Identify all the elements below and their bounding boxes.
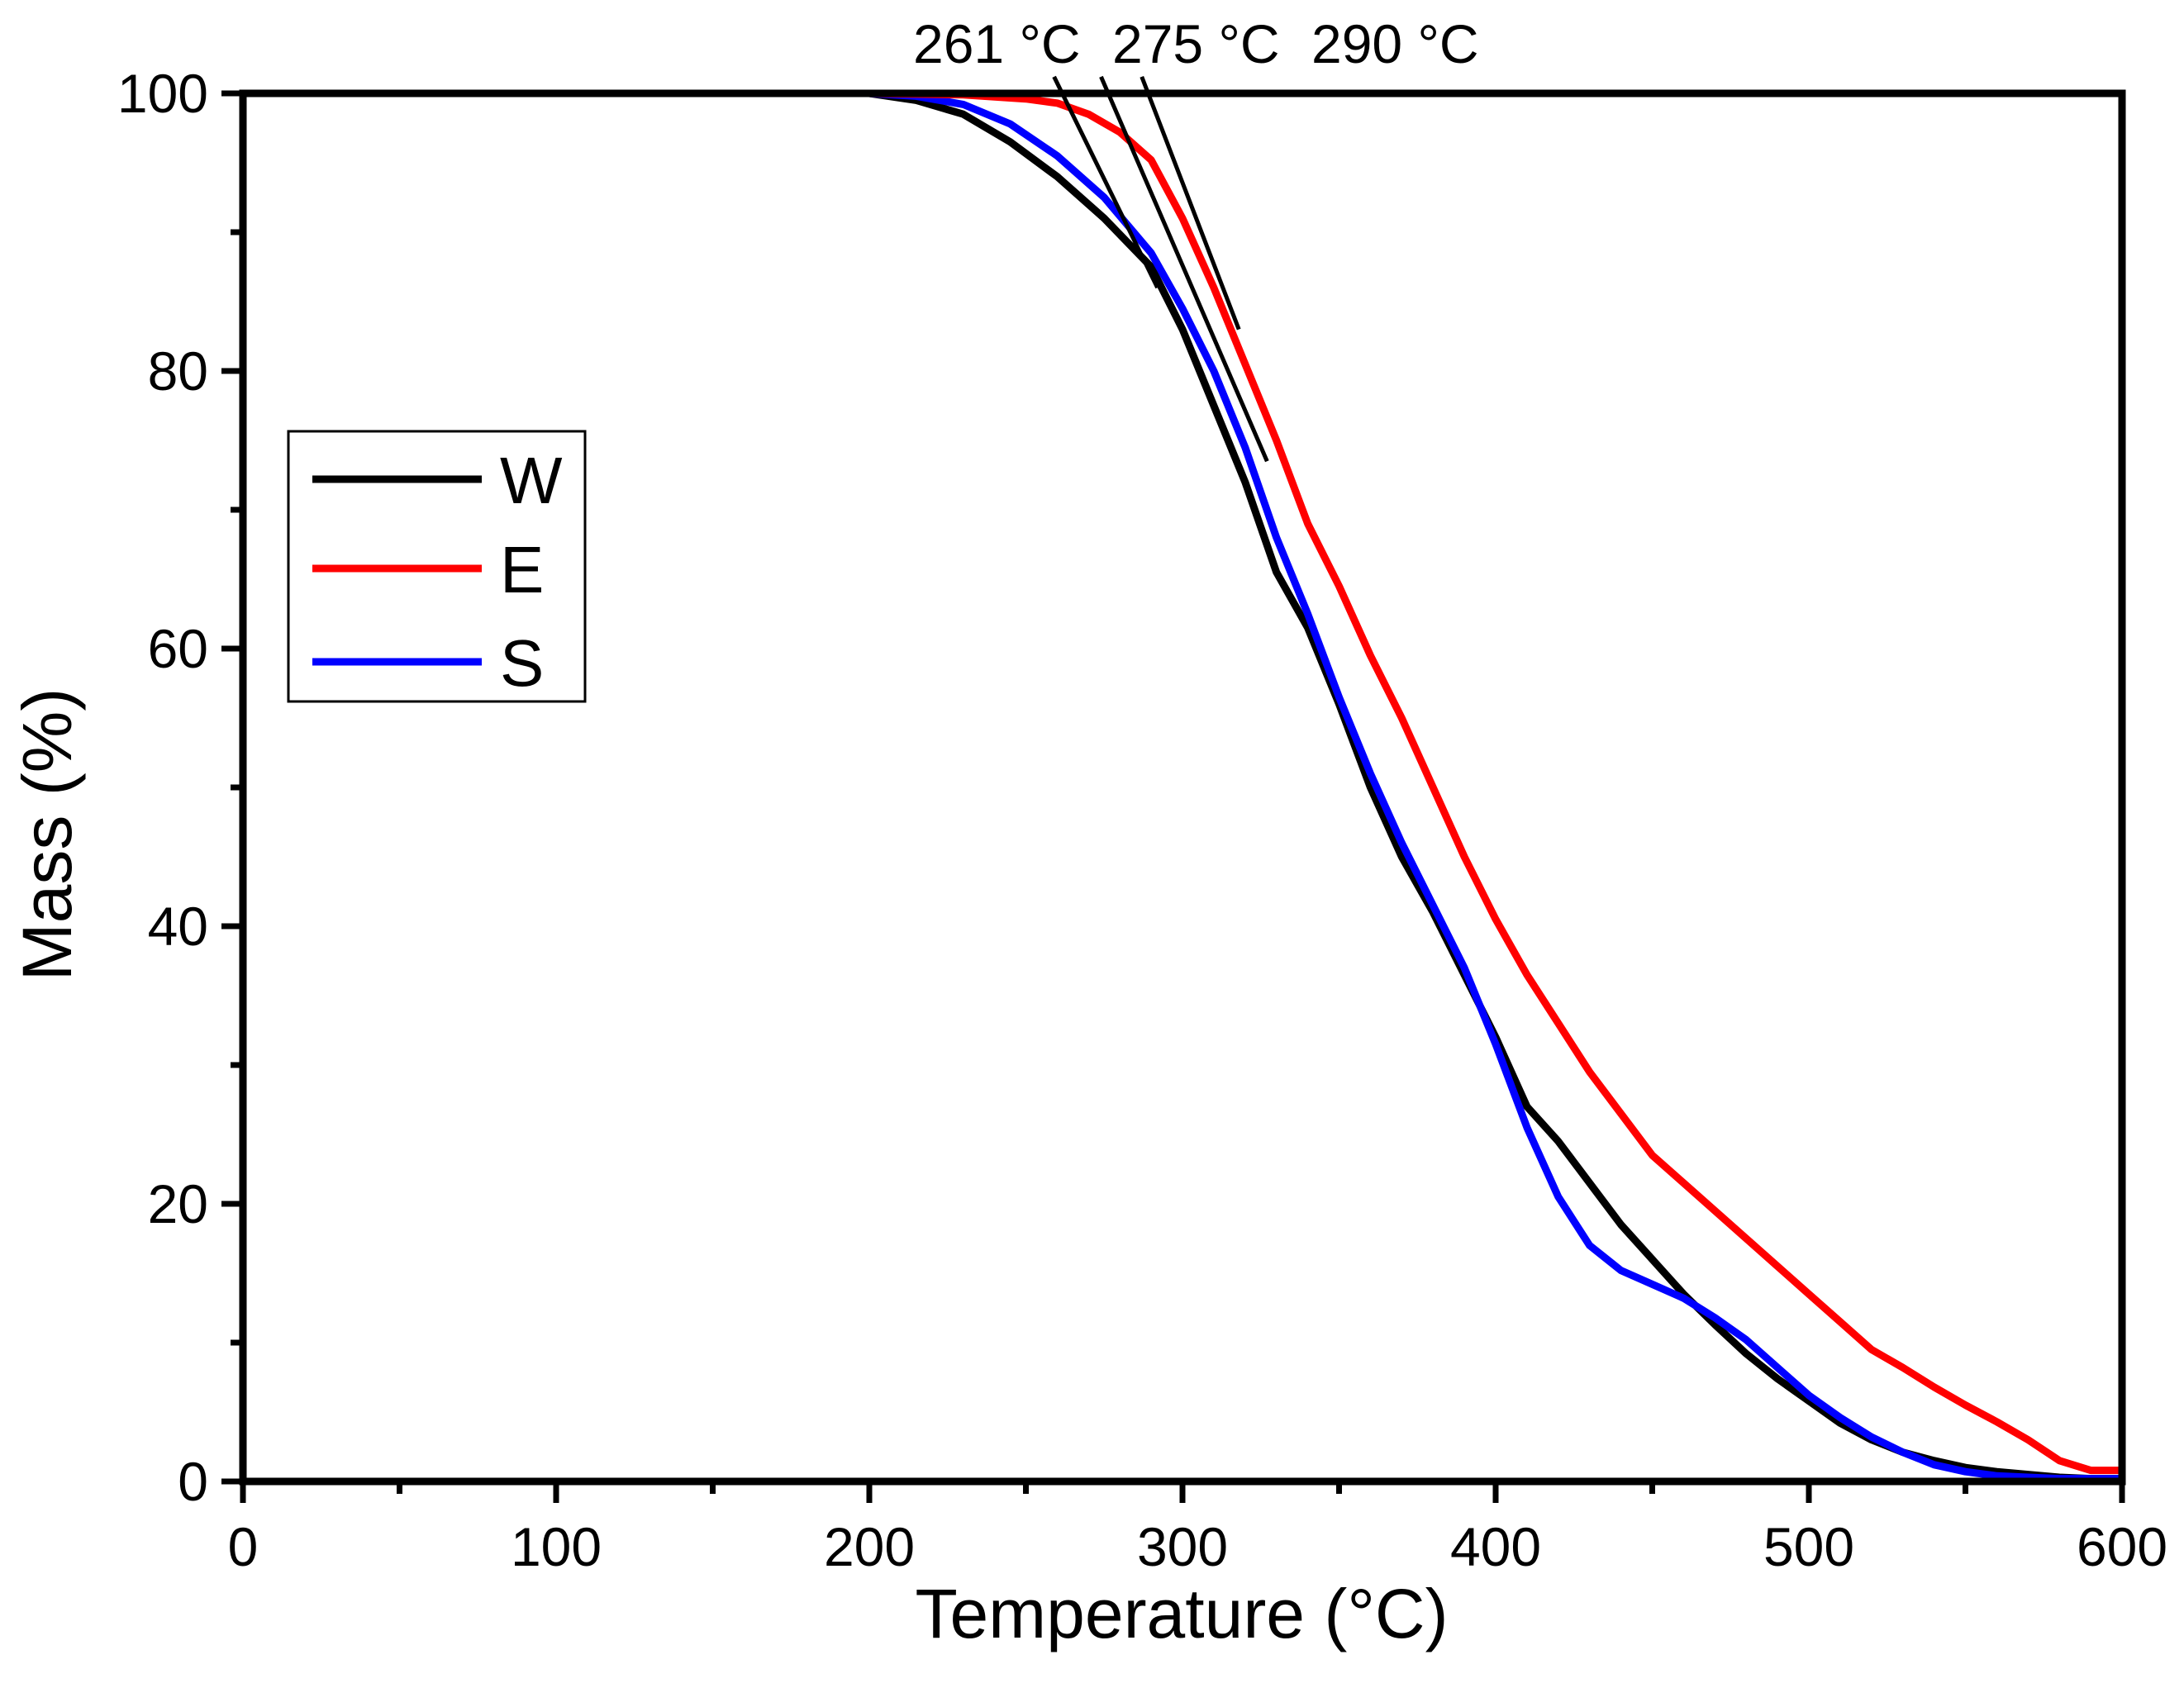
legend: W E S <box>287 430 587 703</box>
y-tick-label-40: 40 <box>148 896 208 957</box>
x-tick-label-0: 0 <box>228 1516 259 1577</box>
tick-layer: 0 100 200 300 400 500 600 0 20 40 60 80 100 <box>117 63 2167 1577</box>
series-layer <box>239 89 2126 1483</box>
legend-label-s: S <box>500 626 544 700</box>
y-tick-label-80: 80 <box>148 340 208 402</box>
series-line-e <box>239 89 2126 1475</box>
x-tick-label-400: 400 <box>1450 1516 1541 1577</box>
series-line-s <box>239 89 2126 1483</box>
y-tick-label-100: 100 <box>117 63 208 124</box>
annotation-label-261: 261 °C <box>913 13 1081 74</box>
annotation-layer <box>1052 75 1269 463</box>
legend-label-e: E <box>500 533 544 606</box>
x-axis-title: Temperature (°C) <box>915 1575 1448 1652</box>
legend-label-w: W <box>500 444 563 517</box>
y-tick-label-60: 60 <box>148 618 208 679</box>
x-tick-label-300: 300 <box>1137 1516 1228 1577</box>
y-tick-label-0: 0 <box>178 1451 208 1512</box>
annotation-label-275: 275 °C <box>1112 13 1280 74</box>
tangent-line-261 <box>1052 75 1159 289</box>
tangent-line-290 <box>1140 75 1241 330</box>
x-tick-label-600: 600 <box>2077 1516 2167 1577</box>
x-tick-label-500: 500 <box>1763 1516 1854 1577</box>
x-tick-label-100: 100 <box>511 1516 602 1577</box>
y-axis-title: Mass (%) <box>8 688 86 982</box>
x-tick-label-200: 200 <box>824 1516 915 1577</box>
tangent-line-275 <box>1099 75 1269 463</box>
y-tick-label-20: 20 <box>148 1173 208 1234</box>
annotation-label-290: 290 °C <box>1311 13 1479 74</box>
